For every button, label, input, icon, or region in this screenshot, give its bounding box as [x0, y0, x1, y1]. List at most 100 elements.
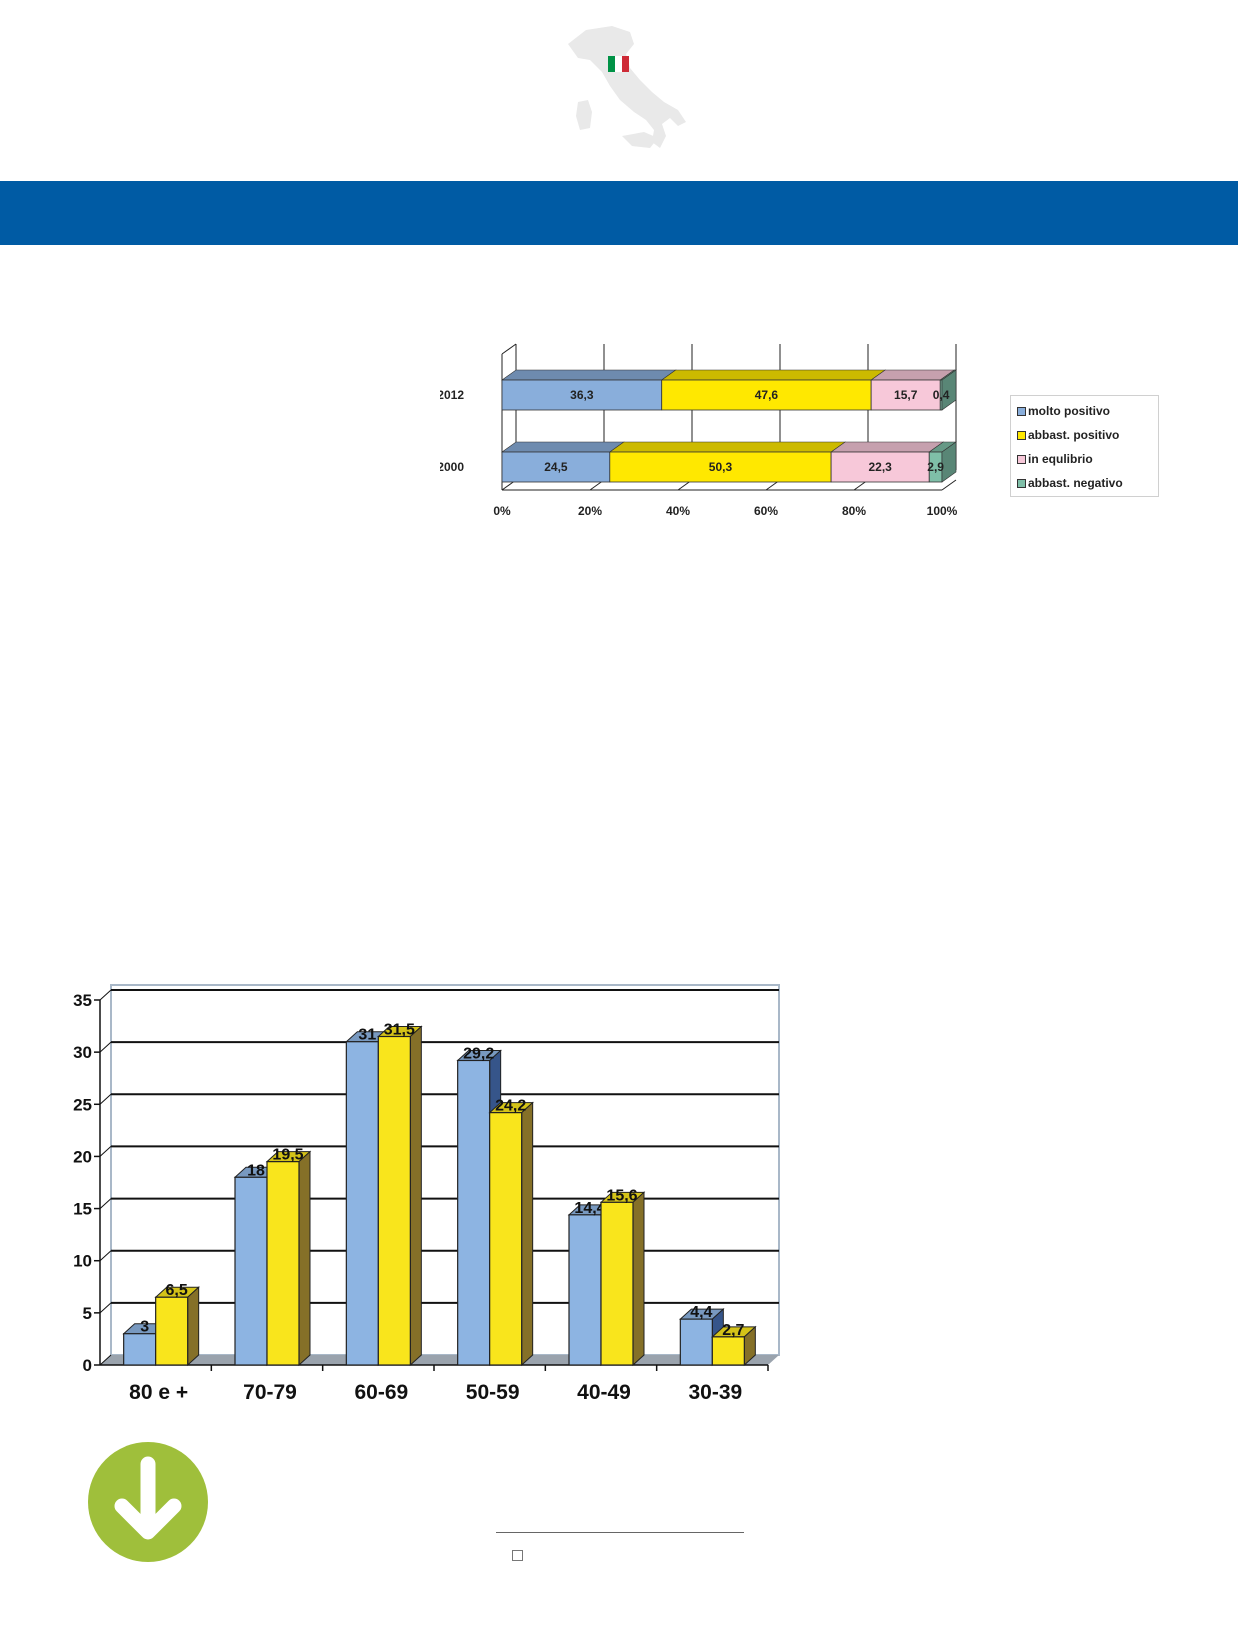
- bar-front-face: [345, 1041, 379, 1366]
- bar-front-face: [711, 1336, 745, 1366]
- data-label: 50,3: [709, 460, 733, 474]
- data-label: 36,3: [570, 388, 594, 402]
- x-tick-label: 60%: [754, 504, 778, 518]
- stacked-bar-segment: [501, 369, 677, 411]
- stacked-bar-chart: 0% 20% 40% 60% 80% 100% 2012 36,3 47,6 15,7 0,4 200…: [440, 343, 958, 518]
- segment-front-face: [830, 451, 930, 483]
- download-arrow-shape: [114, 1456, 182, 1540]
- italy-mainland-shape: [568, 26, 686, 148]
- x-category-label: 80 e +: [129, 1381, 188, 1404]
- legend-label: molto positivo: [1028, 404, 1110, 418]
- bar-side-face: [298, 1150, 311, 1367]
- data-label: 31,5: [384, 1022, 415, 1039]
- italy-map-icon: [568, 26, 686, 148]
- download-arrow-icon[interactable]: [88, 1442, 208, 1562]
- stacked-bar-segment: [928, 441, 957, 483]
- data-label: 14,4: [574, 1200, 605, 1217]
- bar-front-face: [600, 1201, 634, 1366]
- stacked-bar-segment: [939, 369, 957, 411]
- y-tick-label: 0: [83, 1356, 92, 1375]
- x-tick-label: 0%: [493, 504, 511, 518]
- y-tick-label: 20: [73, 1147, 92, 1166]
- segment-top-face: [501, 369, 677, 381]
- bar: [154, 1286, 200, 1367]
- segment-top-face: [660, 369, 887, 381]
- x-category-label: 50-59: [466, 1381, 520, 1404]
- footnote-divider: [496, 1532, 744, 1533]
- x-tick-label: 100%: [927, 504, 958, 518]
- segment-front-face: [870, 379, 941, 411]
- data-label: 29,2: [463, 1045, 494, 1062]
- legend-swatch: [1017, 430, 1026, 440]
- plot-floor: [100, 1355, 779, 1365]
- legend-swatch: [1017, 406, 1026, 416]
- data-label: 15,7: [894, 388, 918, 402]
- header-banner: [0, 181, 1238, 245]
- y-tick-diagonal: [99, 1041, 112, 1053]
- bar-front-face: [234, 1176, 268, 1366]
- data-label: 4,4: [690, 1304, 712, 1321]
- legend-item: abbast. negativo: [1017, 472, 1123, 494]
- bar-side-face: [521, 1101, 534, 1367]
- stacked-bar-segment: [660, 369, 887, 411]
- bar-front-face: [377, 1035, 411, 1366]
- y-tick-diagonal: [99, 1198, 112, 1209]
- data-label: 0,4: [933, 388, 950, 402]
- bar: [265, 1150, 312, 1367]
- x-tick-label: 40%: [666, 504, 690, 518]
- data-label: 31: [358, 1027, 376, 1044]
- bar-side-face: [632, 1191, 645, 1367]
- bar-front-face: [266, 1161, 300, 1366]
- age-group-bar-chart: 0 5 10 15 20 25 30 35 80 e + 3 6,5 70-79 18 19,5 60-69…: [73, 984, 780, 1404]
- data-label: 2,9: [927, 460, 944, 474]
- y-category-label: 2000: [440, 460, 464, 474]
- data-label: 22,3: [869, 460, 893, 474]
- y-tick-label: 5: [83, 1304, 92, 1323]
- y-tick-diagonal: [99, 1093, 112, 1105]
- flag-red-stripe: [622, 56, 629, 72]
- segment-front-face: [661, 379, 872, 411]
- y-tick-label: 25: [73, 1095, 92, 1114]
- bar-front-face: [457, 1059, 491, 1366]
- y-tick-diagonal: [99, 1302, 112, 1314]
- legend-label: in equlibrio: [1028, 452, 1093, 466]
- flag-green-stripe: [608, 56, 615, 72]
- top-edge: [501, 343, 517, 355]
- x-tick-label: 20%: [578, 504, 602, 518]
- stacked-bar-segment: [830, 441, 945, 483]
- data-label: 47,6: [755, 388, 779, 402]
- segment-top-face: [870, 369, 956, 381]
- y-tick-label: 15: [73, 1200, 92, 1219]
- legend-swatch: [1017, 454, 1026, 464]
- y-tick-diagonal: [99, 989, 112, 1001]
- data-label: 15,6: [606, 1187, 637, 1204]
- y-tick-label: 30: [73, 1043, 92, 1062]
- y-category-label: 2012: [440, 388, 464, 402]
- y-tick-diagonal: [99, 1146, 112, 1157]
- stacked-bar-segment: [501, 441, 625, 483]
- bar-front-face: [568, 1214, 602, 1366]
- y-tick-diagonal: [99, 1250, 112, 1262]
- data-label: 18: [247, 1162, 265, 1179]
- y-tick-label: 10: [73, 1252, 92, 1271]
- bar-front-face: [123, 1333, 157, 1366]
- chart-legend: molto positivo abbast. positivo in equlibr…: [1010, 395, 1159, 497]
- x-category-label: 70-79: [243, 1381, 297, 1404]
- bar: [599, 1191, 646, 1367]
- footnote-checkbox-glyph: [512, 1550, 523, 1561]
- segment-top-face: [608, 441, 847, 453]
- segment-top-face: [830, 441, 945, 453]
- data-label: 19,5: [272, 1147, 303, 1164]
- sicily-shape: [622, 132, 658, 148]
- data-label: 24,5: [544, 460, 568, 474]
- x-tick-label: 80%: [842, 504, 866, 518]
- bar-side-face: [409, 1025, 422, 1367]
- floor-line: [941, 479, 957, 491]
- data-label: 2,7: [722, 1322, 744, 1339]
- bar: [488, 1101, 534, 1367]
- segment-front-face: [609, 451, 832, 483]
- legend-item: molto positivo: [1017, 400, 1110, 422]
- segment-side-face: [941, 441, 957, 483]
- data-label: 6,5: [166, 1282, 188, 1299]
- x-category-label: 40-49: [577, 1381, 631, 1404]
